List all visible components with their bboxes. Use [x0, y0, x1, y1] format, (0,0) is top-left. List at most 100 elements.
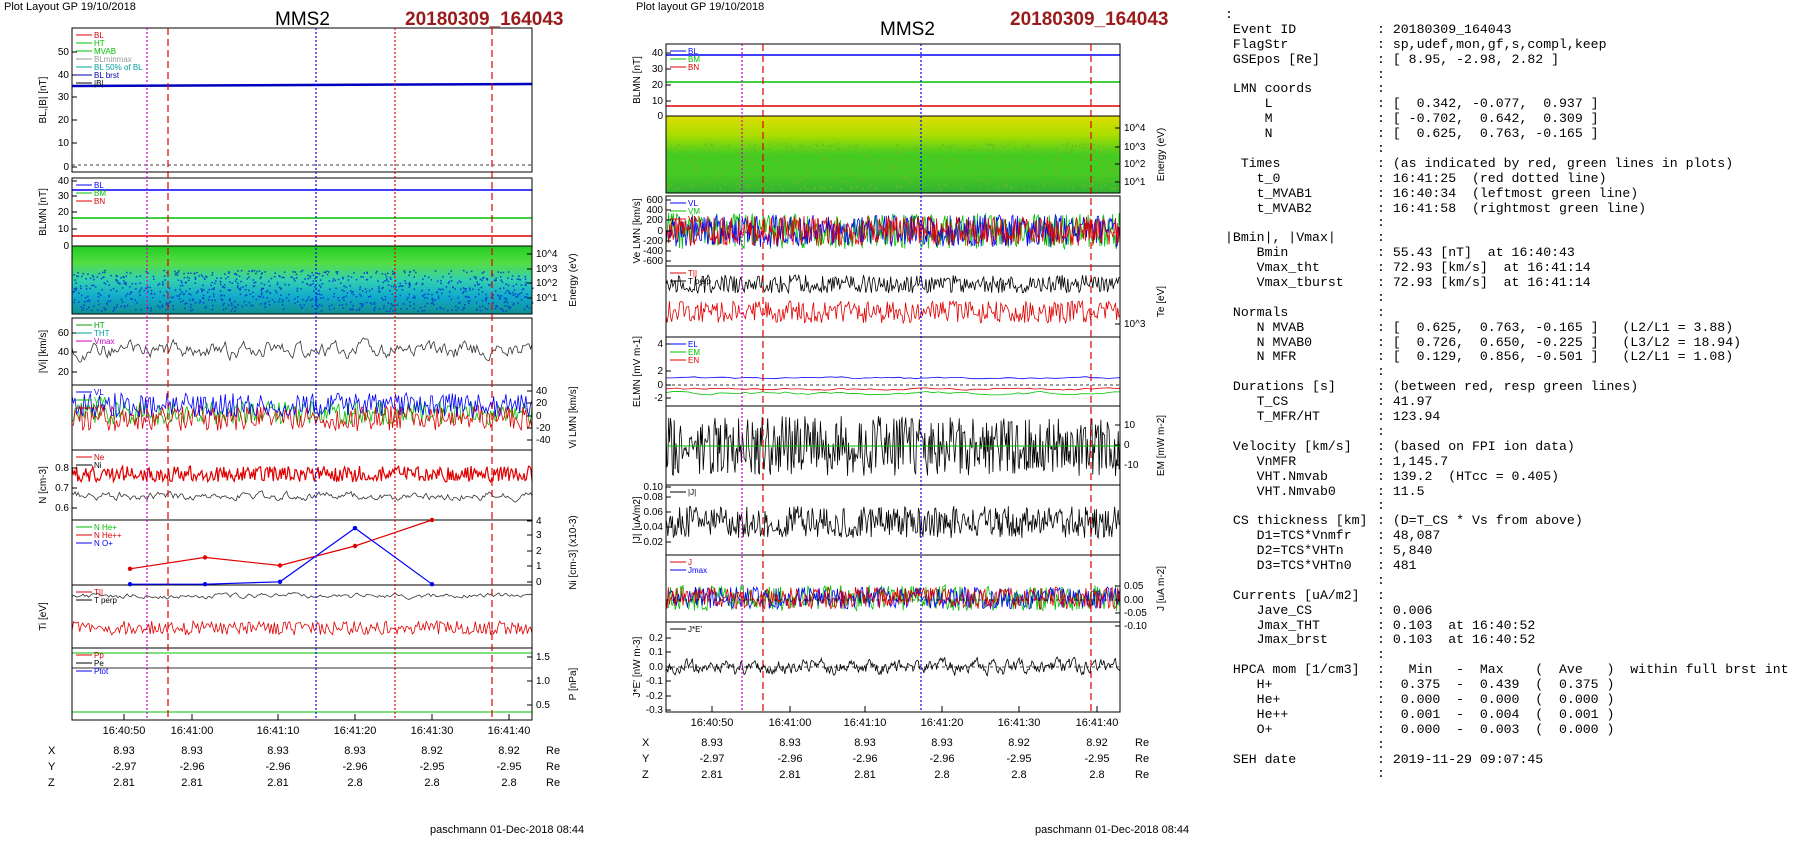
spectrogram-pixel [810, 157, 812, 160]
y-tick-label: -0.2 [646, 691, 664, 702]
spectrogram-pixel [845, 155, 848, 158]
spectrogram-pixel [715, 175, 718, 177]
spectrogram-pixel [1079, 157, 1081, 159]
spectrogram-pixel [905, 177, 908, 179]
info-value: : 72.93 [km/s] at 16:41:14 [1377, 260, 1591, 276]
info-row: N MFR: [ 0.129, 0.856, -0.501 ] (L2/L1 =… [1225, 350, 1800, 365]
spectrogram-pixel [112, 288, 115, 290]
spectrogram-pixel [1108, 177, 1111, 180]
spectrogram-pixel [929, 168, 931, 170]
spectrogram-pixel [424, 305, 426, 308]
spectrogram-pixel [835, 163, 837, 165]
spectrogram-pixel [759, 157, 761, 159]
spectrogram-pixel [269, 285, 271, 287]
legend-entry: Ni [94, 461, 102, 470]
spectrogram-pixel [428, 289, 430, 291]
spectrogram-pixel [822, 159, 825, 161]
spectrogram-pixel [194, 302, 197, 304]
time-tick-label: 16:41:30 [411, 725, 454, 737]
spectrogram-pixel [399, 282, 401, 285]
info-value: : [1377, 766, 1385, 782]
spectrogram-pixel [1027, 143, 1029, 146]
spectrogram-pixel [205, 275, 207, 278]
spectrogram-pixel [933, 154, 935, 156]
spectrogram-pixel [1061, 161, 1063, 163]
spectrogram-pixel [1107, 174, 1109, 177]
spectrogram-pixel [359, 307, 361, 310]
spectrogram-pixel [1064, 152, 1066, 155]
spectrogram-pixel [327, 298, 329, 301]
spectrogram-pixel [1016, 158, 1018, 160]
spectrogram-pixel [135, 275, 138, 278]
spectrogram-pixel [1030, 160, 1032, 163]
spectrogram-pixel [780, 154, 783, 156]
spectrogram-pixel [779, 166, 781, 168]
spectrogram-pixel [706, 164, 709, 166]
spectrogram-pixel [1107, 180, 1109, 182]
info-row: : [1225, 647, 1800, 663]
spectrogram-pixel [1029, 151, 1032, 153]
spectrogram-pixel [876, 186, 878, 189]
spectrogram-pixel [281, 300, 284, 303]
spectrogram-pixel [1004, 153, 1006, 156]
spectrogram-pixel [998, 151, 1001, 153]
spectrogram-pixel [996, 187, 998, 189]
spectrogram-pixel [305, 300, 307, 302]
spectrogram-pixel [480, 286, 483, 289]
spectrogram-pixel [1007, 182, 1009, 185]
legend-entry: BN [94, 197, 105, 206]
spectrogram-pixel [1086, 179, 1089, 181]
position-value: 2.81 [779, 769, 800, 781]
spectrogram-pixel [318, 273, 321, 275]
spectrogram-pixel [671, 183, 673, 185]
spectrogram-pixel [192, 298, 194, 300]
spectrogram-pixel [675, 170, 678, 173]
spectrogram-pixel [1106, 163, 1108, 165]
spectrogram-pixel [183, 293, 185, 295]
spectrogram-pixel [716, 171, 718, 174]
spectrogram-pixel [296, 287, 299, 290]
spectrogram-pixel [1061, 175, 1063, 177]
spectrogram-pixel [93, 278, 95, 281]
spectrogram-pixel [296, 290, 298, 292]
spectrogram-pixel [328, 308, 331, 311]
spectrogram-pixel [837, 183, 839, 185]
spectrogram-pixel [711, 175, 714, 178]
spectrogram-pixel [1008, 168, 1011, 170]
spectrogram-pixel [332, 280, 334, 282]
y-axis-label: J*E' [nW m-3] [632, 636, 643, 697]
spectrogram-pixel [807, 159, 809, 162]
y-tick-label: 40 [652, 48, 664, 59]
spectrogram-pixel [462, 292, 464, 294]
spectrogram-pixel [1111, 161, 1114, 163]
spectrogram-pixel [388, 310, 391, 312]
spectrogram-pixel [915, 146, 917, 148]
spectrogram-pixel [785, 143, 787, 145]
spectrogram-pixel [162, 283, 164, 285]
spectrogram-pixel [125, 283, 127, 286]
spectrogram-pixel [113, 308, 116, 310]
spectrogram-pixel [855, 148, 857, 151]
spectrogram-pixel [341, 276, 344, 279]
spectrogram-pixel [745, 178, 747, 181]
info-row: CS thickness [km]: (D=T_CS * Vs from abo… [1225, 513, 1800, 529]
spectrogram-pixel [751, 148, 753, 151]
spectrogram-pixel [176, 274, 179, 276]
spectrogram-pixel [219, 280, 222, 283]
spectrogram-pixel [1103, 170, 1105, 173]
spectrogram-pixel [124, 281, 126, 284]
spectrogram-pixel [508, 306, 511, 308]
spectrogram-pixel [774, 176, 776, 178]
spectrogram-pixel [793, 150, 795, 153]
spectrogram-pixel [422, 282, 424, 285]
spectrogram-pixel [1010, 162, 1012, 164]
spectrogram-pixel [1095, 187, 1098, 189]
spectrogram-pixel [826, 167, 828, 170]
spectrogram-pixel [853, 145, 855, 148]
spectrogram-pixel [260, 273, 263, 275]
spectrogram-pixel [853, 165, 855, 167]
spectrogram-pixel [369, 295, 372, 297]
legend-entry: T perp [688, 277, 712, 286]
y-tick-label: -20 [536, 423, 551, 434]
spectrogram-pixel [394, 310, 396, 312]
